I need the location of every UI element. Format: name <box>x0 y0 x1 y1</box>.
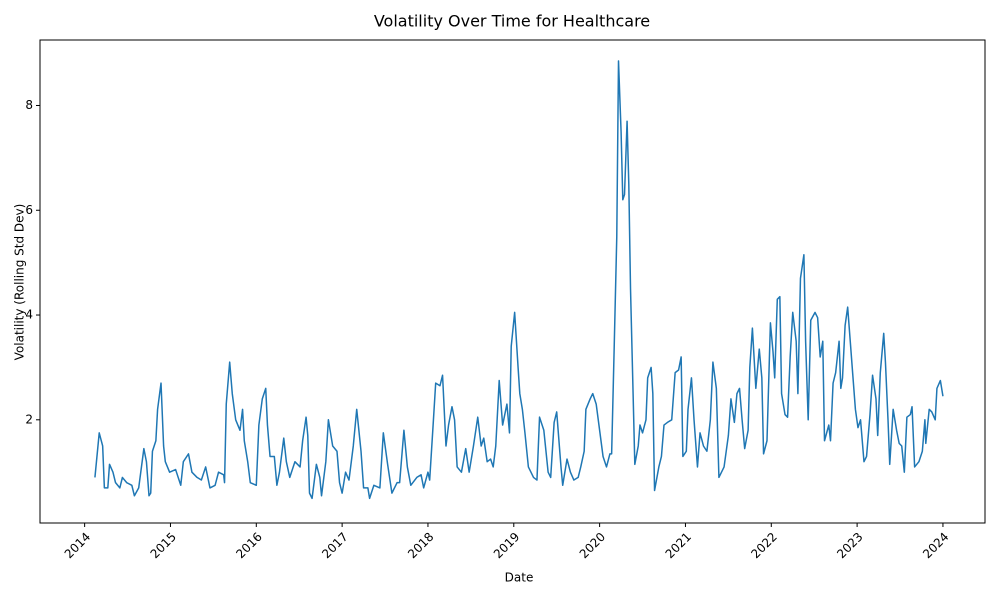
y-tick-label: 8 <box>25 98 33 112</box>
x-axis-label: Date <box>505 571 534 585</box>
y-axis-label: Volatility (Rolling Std Dev) <box>13 204 27 361</box>
chart-title: Volatility Over Time for Healthcare <box>374 12 650 31</box>
line-series <box>94 60 944 500</box>
y-tick-label: 4 <box>25 308 33 322</box>
y-tick-label: 6 <box>25 203 33 217</box>
y-tick-label: 2 <box>25 412 33 426</box>
plot-frame <box>39 39 986 524</box>
